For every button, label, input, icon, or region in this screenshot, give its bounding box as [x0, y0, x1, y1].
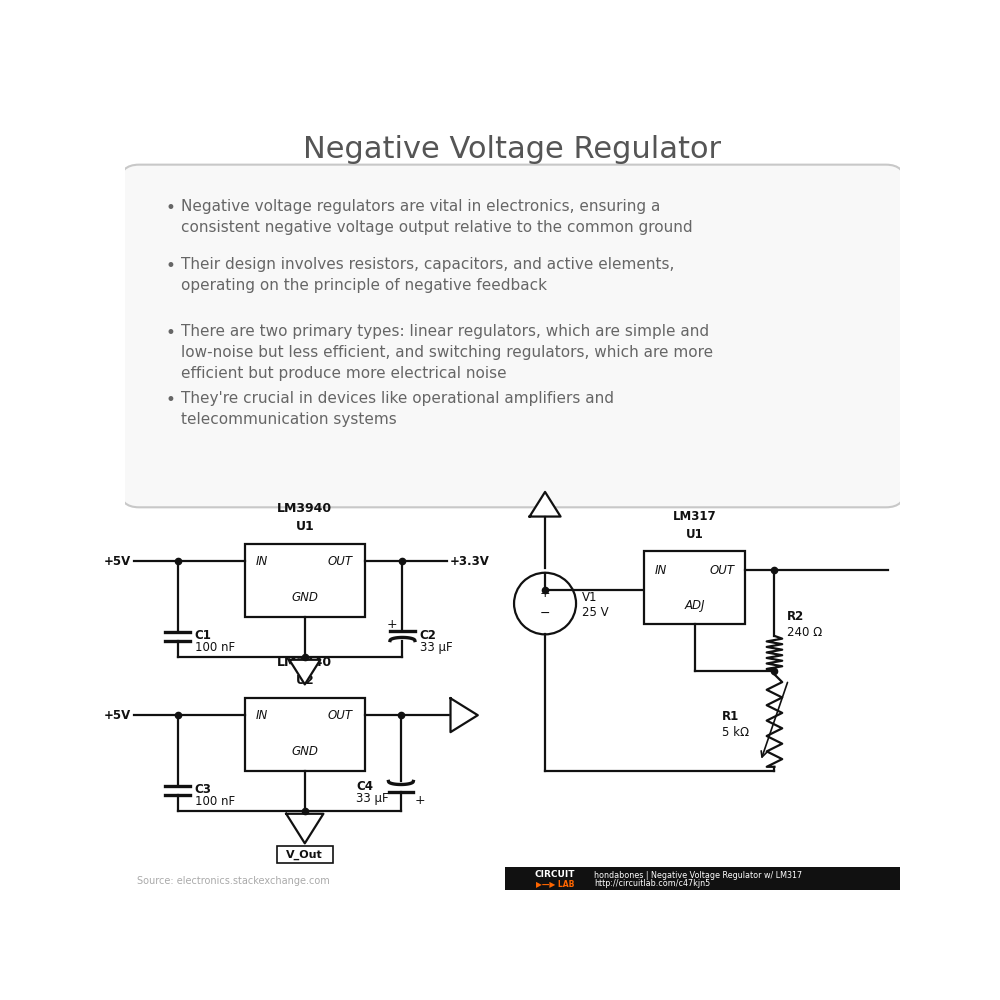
- Text: U1: U1: [295, 520, 314, 533]
- Text: R1: R1: [722, 710, 739, 723]
- Text: R2: R2: [787, 610, 804, 623]
- Text: 5 kΩ: 5 kΩ: [722, 726, 749, 739]
- Text: 33 μF: 33 μF: [356, 792, 389, 805]
- Text: http://circuitlab.com/c47kjn5: http://circuitlab.com/c47kjn5: [594, 879, 710, 888]
- Text: IN: IN: [255, 709, 267, 722]
- Text: GND: GND: [291, 591, 318, 604]
- Text: C4: C4: [356, 780, 373, 793]
- Text: +: +: [415, 794, 425, 807]
- Polygon shape: [289, 660, 320, 684]
- Circle shape: [514, 573, 576, 634]
- Bar: [245, 544, 365, 617]
- Text: LM3940: LM3940: [277, 656, 332, 669]
- Text: 25 V: 25 V: [582, 606, 609, 619]
- Text: +5V: +5V: [104, 709, 131, 722]
- Text: V1: V1: [582, 591, 598, 604]
- Polygon shape: [530, 492, 561, 517]
- Text: They're crucial in devices like operational amplifiers and
telecommunication sys: They're crucial in devices like operatio…: [181, 391, 614, 427]
- Text: Negative voltage regulators are vital in electronics, ensuring a
consistent nega: Negative voltage regulators are vital in…: [181, 199, 692, 235]
- Text: •: •: [165, 199, 175, 217]
- Bar: [277, 846, 333, 863]
- Text: •: •: [165, 391, 175, 409]
- Text: Their design involves resistors, capacitors, and active elements,
operating on t: Their design involves resistors, capacit…: [181, 257, 674, 293]
- Text: ADJ: ADJ: [684, 599, 705, 612]
- Text: 100 nF: 100 nF: [195, 795, 235, 808]
- Text: V_Out: V_Out: [286, 850, 323, 860]
- Text: 240 Ω: 240 Ω: [787, 626, 822, 639]
- Text: Source: electronics.stackexchange.com: Source: electronics.stackexchange.com: [137, 876, 329, 886]
- Polygon shape: [450, 698, 478, 732]
- Text: ▶—▶ LAB: ▶—▶ LAB: [536, 879, 574, 888]
- Text: +: +: [540, 587, 550, 600]
- Bar: [644, 551, 745, 624]
- Text: OUT: OUT: [327, 709, 352, 722]
- Text: +5V: +5V: [104, 555, 131, 568]
- Text: CIRCUIT: CIRCUIT: [535, 870, 575, 879]
- Text: OUT: OUT: [327, 555, 352, 568]
- Text: C1: C1: [195, 629, 212, 642]
- Text: C3: C3: [195, 783, 212, 796]
- Text: LM3940: LM3940: [277, 502, 332, 515]
- Text: +: +: [386, 618, 397, 631]
- Bar: [245, 698, 365, 771]
- Text: +3.3V: +3.3V: [450, 555, 490, 568]
- Polygon shape: [286, 814, 323, 843]
- Text: OUT: OUT: [710, 564, 735, 577]
- Text: •: •: [165, 324, 175, 342]
- Text: U2: U2: [295, 674, 314, 687]
- Text: hondabones | Negative Voltage Regulator w/ LM317: hondabones | Negative Voltage Regulator …: [594, 871, 802, 880]
- Text: −: −: [540, 607, 550, 620]
- Text: GND: GND: [291, 745, 318, 758]
- Bar: [505, 867, 900, 890]
- Text: Negative Voltage Regulator: Negative Voltage Regulator: [303, 135, 722, 164]
- Text: There are two primary types: linear regulators, which are simple and
low-noise b: There are two primary types: linear regu…: [181, 324, 713, 381]
- FancyBboxPatch shape: [120, 165, 905, 507]
- Text: U1: U1: [686, 528, 704, 541]
- Text: •: •: [165, 257, 175, 275]
- Text: IN: IN: [654, 564, 667, 577]
- Text: IN: IN: [255, 555, 267, 568]
- Text: LM317: LM317: [673, 510, 716, 523]
- Text: C2: C2: [420, 629, 436, 642]
- Text: 33 μF: 33 μF: [420, 641, 452, 654]
- Text: 100 nF: 100 nF: [195, 641, 235, 654]
